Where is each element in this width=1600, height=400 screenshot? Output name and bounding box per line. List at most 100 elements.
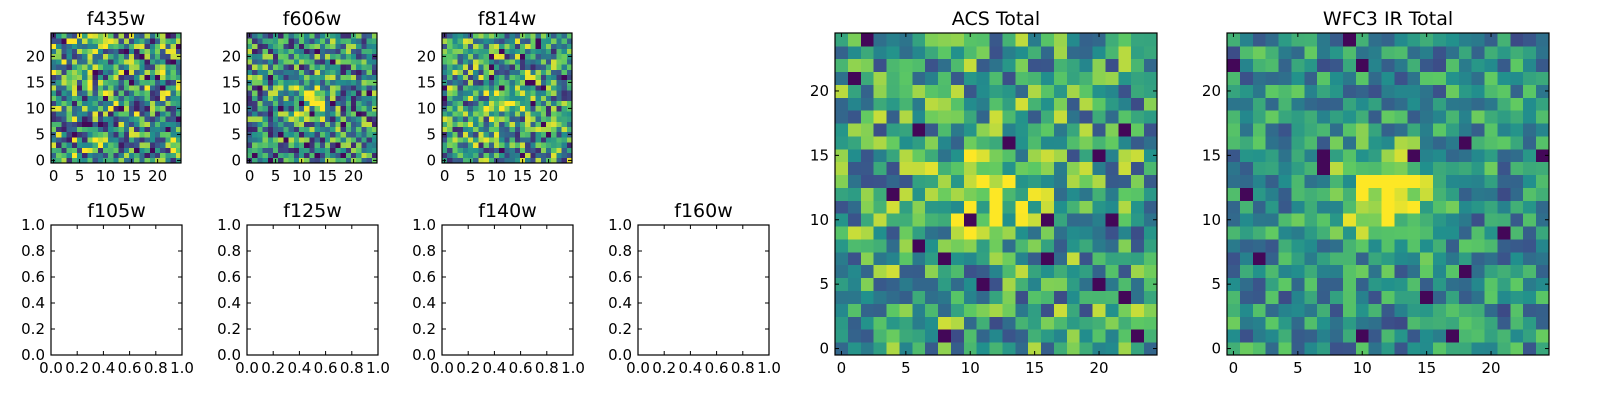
- heatmap-cell: [1394, 187, 1408, 201]
- heatmap-cell: [1041, 71, 1055, 85]
- heatmap-cell: [129, 43, 135, 49]
- heatmap-cell: [535, 90, 542, 96]
- heatmap-cell: [1028, 329, 1042, 343]
- heatmap-cell: [92, 121, 99, 127]
- heatmap-cell: [535, 100, 542, 107]
- heatmap-cell: [483, 147, 490, 153]
- heatmap-cell: [278, 111, 284, 117]
- heatmap-cell: [561, 121, 568, 127]
- heatmap-cell: [1227, 110, 1241, 124]
- heatmap-cell: [566, 64, 573, 70]
- heatmap-cell: [561, 142, 568, 148]
- heatmap-cell: [113, 111, 119, 117]
- heatmap-cell: [278, 85, 284, 91]
- heatmap-cell: [1330, 213, 1344, 227]
- heatmap-cell: [66, 43, 73, 49]
- heatmap-cell: [103, 100, 109, 107]
- heatmap-cell: [1144, 213, 1158, 227]
- heatmap-cell: [566, 137, 573, 143]
- heatmap-cell: [113, 152, 119, 159]
- heatmap-cell: [1291, 316, 1305, 330]
- heatmap-cell: [925, 148, 939, 163]
- heatmap-cell: [325, 79, 331, 86]
- heatmap-cell: [989, 264, 1003, 279]
- heatmap-cell: [457, 85, 464, 91]
- heatmap-cell: [371, 137, 378, 143]
- heatmap-cell: [319, 48, 326, 55]
- heatmap-cell: [1471, 303, 1485, 317]
- heatmap-cell: [262, 79, 269, 86]
- heatmap-cell: [129, 85, 135, 91]
- heatmap-cell: [1458, 58, 1473, 73]
- heatmap-cell: [51, 38, 57, 44]
- heatmap-cell: [976, 110, 990, 124]
- heatmap-cell: [925, 84, 939, 98]
- heatmap-cell: [1330, 110, 1344, 124]
- heatmap-cell: [97, 59, 104, 65]
- heatmap-cell: [330, 79, 336, 86]
- heatmap-cell: [1265, 71, 1279, 85]
- heatmap-cell: [345, 147, 352, 153]
- heatmap-cell: [165, 79, 171, 86]
- heatmap-cell: [82, 74, 88, 81]
- heatmap-cell: [66, 131, 73, 138]
- heatmap-cell: [87, 59, 93, 65]
- heatmap-cell: [129, 64, 135, 70]
- heatmap-cell: [129, 69, 135, 75]
- heatmap-cell: [1304, 264, 1318, 279]
- heatmap-cell: [252, 64, 258, 70]
- heatmap-cell: [860, 148, 875, 163]
- heatmap-cell: [860, 213, 875, 227]
- heatmap-cell: [247, 95, 253, 101]
- y-tick-label: 0.8: [412, 242, 436, 260]
- heatmap-cell: [494, 131, 500, 138]
- heatmap-cell: [1317, 251, 1331, 266]
- y-tick-label: 0.6: [217, 268, 241, 286]
- heatmap-cell: [556, 126, 562, 133]
- heatmap-cell: [899, 161, 913, 176]
- heatmap-cell: [1227, 329, 1241, 343]
- heatmap-cell: [1304, 58, 1318, 73]
- heatmap-cell: [1420, 329, 1434, 343]
- heatmap-cell: [335, 53, 341, 60]
- heatmap-cell: [1497, 71, 1511, 85]
- heatmap-cell: [56, 142, 62, 148]
- heatmap-cell: [1265, 226, 1279, 240]
- heatmap-cell: [1445, 213, 1460, 227]
- heatmap-cell: [1092, 187, 1106, 201]
- heatmap-cell: [165, 90, 171, 96]
- heatmap-cell: [520, 38, 526, 44]
- heatmap-cell: [566, 116, 573, 122]
- heatmap-cell: [71, 33, 78, 39]
- heatmap-cell: [1394, 342, 1408, 356]
- heatmap-cell: [278, 69, 284, 75]
- heatmap-cell: [267, 142, 274, 148]
- heatmap-cell: [976, 342, 990, 356]
- heatmap-cell: [1092, 45, 1106, 60]
- heatmap-cell: [1317, 226, 1331, 240]
- heatmap-cell: [1227, 200, 1241, 214]
- heatmap-cell: [847, 316, 862, 330]
- heatmap-cell: [1265, 316, 1279, 330]
- heatmap-cell: [1278, 161, 1292, 176]
- heatmap-cell: [1484, 174, 1498, 188]
- heatmap-cell: [551, 74, 557, 81]
- heatmap-cell: [873, 123, 887, 137]
- heatmap-cell: [1252, 161, 1267, 176]
- heatmap-cell: [97, 137, 104, 143]
- heatmap-cell: [1015, 264, 1029, 279]
- heatmap-cell: [273, 64, 279, 70]
- heatmap-cell: [1368, 239, 1382, 253]
- heatmap-cell: [257, 137, 263, 143]
- heatmap-cell: [1239, 303, 1254, 317]
- heatmap-cell: [1330, 303, 1344, 317]
- heatmap-cell: [113, 137, 119, 143]
- heatmap-cell: [452, 142, 458, 148]
- heatmap-cell: [950, 45, 965, 60]
- heatmap-cell: [1092, 290, 1106, 304]
- heatmap-cell: [860, 329, 875, 343]
- heatmap-cell: [1144, 148, 1158, 163]
- heatmap-cell: [283, 64, 289, 70]
- heatmap-cell: [1368, 277, 1382, 291]
- heatmap-cell: [1239, 123, 1254, 137]
